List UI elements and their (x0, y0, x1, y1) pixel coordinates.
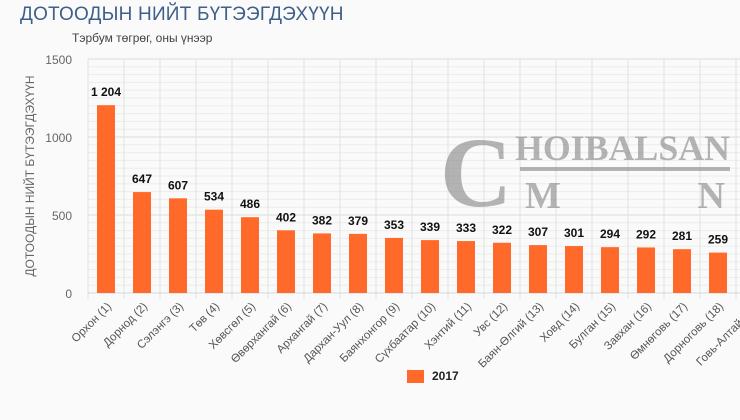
bar (133, 192, 151, 293)
data-label: 294 (600, 227, 620, 241)
data-label: 607 (168, 178, 188, 192)
bar (637, 247, 655, 293)
data-label: 292 (636, 227, 656, 241)
data-label: 1 204 (91, 85, 121, 99)
page-title: ДОТООДЫН НИЙТ БҮТЭЭГДЭХҮҮН (20, 4, 344, 25)
data-label: 322 (492, 223, 512, 237)
legend[interactable]: 2017 (407, 369, 459, 383)
data-label: 353 (384, 218, 404, 232)
legend-swatch (407, 369, 424, 383)
y-tick-label: 1000 (45, 131, 72, 145)
bar (313, 233, 331, 293)
bar (349, 233, 367, 293)
y-tick-label: 0 (65, 287, 72, 301)
bar (673, 249, 691, 293)
data-label: 486 (240, 197, 260, 211)
bar (205, 209, 223, 293)
bar (565, 246, 583, 293)
data-label: 534 (204, 190, 224, 204)
bar (169, 198, 187, 293)
data-label: 379 (348, 214, 368, 228)
data-label: 402 (276, 210, 296, 224)
data-label: 382 (312, 213, 332, 227)
x-tick-label: Төв (4) (188, 301, 223, 336)
bar (277, 230, 295, 293)
bar (385, 237, 403, 293)
x-tick-label: Баян-Өлгий (13) (476, 301, 546, 371)
y-tick-label: 500 (52, 209, 72, 223)
y-tick-label: 1500 (45, 53, 72, 67)
data-label: 333 (456, 221, 476, 235)
bar (493, 242, 511, 293)
bar (457, 241, 475, 293)
watermark-logo: C (440, 117, 512, 228)
data-label: 281 (672, 229, 692, 243)
watermark-logo: HOIBALSAN (515, 128, 730, 168)
legend-label: 2017 (432, 369, 459, 383)
data-label: 647 (132, 172, 152, 186)
bar (97, 105, 115, 294)
bar (421, 240, 439, 293)
bar (709, 252, 727, 293)
bar (241, 217, 259, 293)
data-label: 307 (528, 225, 548, 239)
data-label: 259 (708, 233, 728, 247)
bar (529, 245, 547, 293)
watermark-logo: MN (525, 175, 725, 217)
data-label: 301 (564, 226, 584, 240)
watermark-logo (520, 167, 730, 171)
bar (601, 247, 619, 293)
data-label: 339 (420, 220, 440, 234)
chart-subtitle: Тэрбум төгрөг, оны үнээр (72, 31, 213, 45)
y-axis-label: ДОТООДЫН НИЙТ БҮТЭЭГДЭХҮҮН (22, 75, 37, 276)
